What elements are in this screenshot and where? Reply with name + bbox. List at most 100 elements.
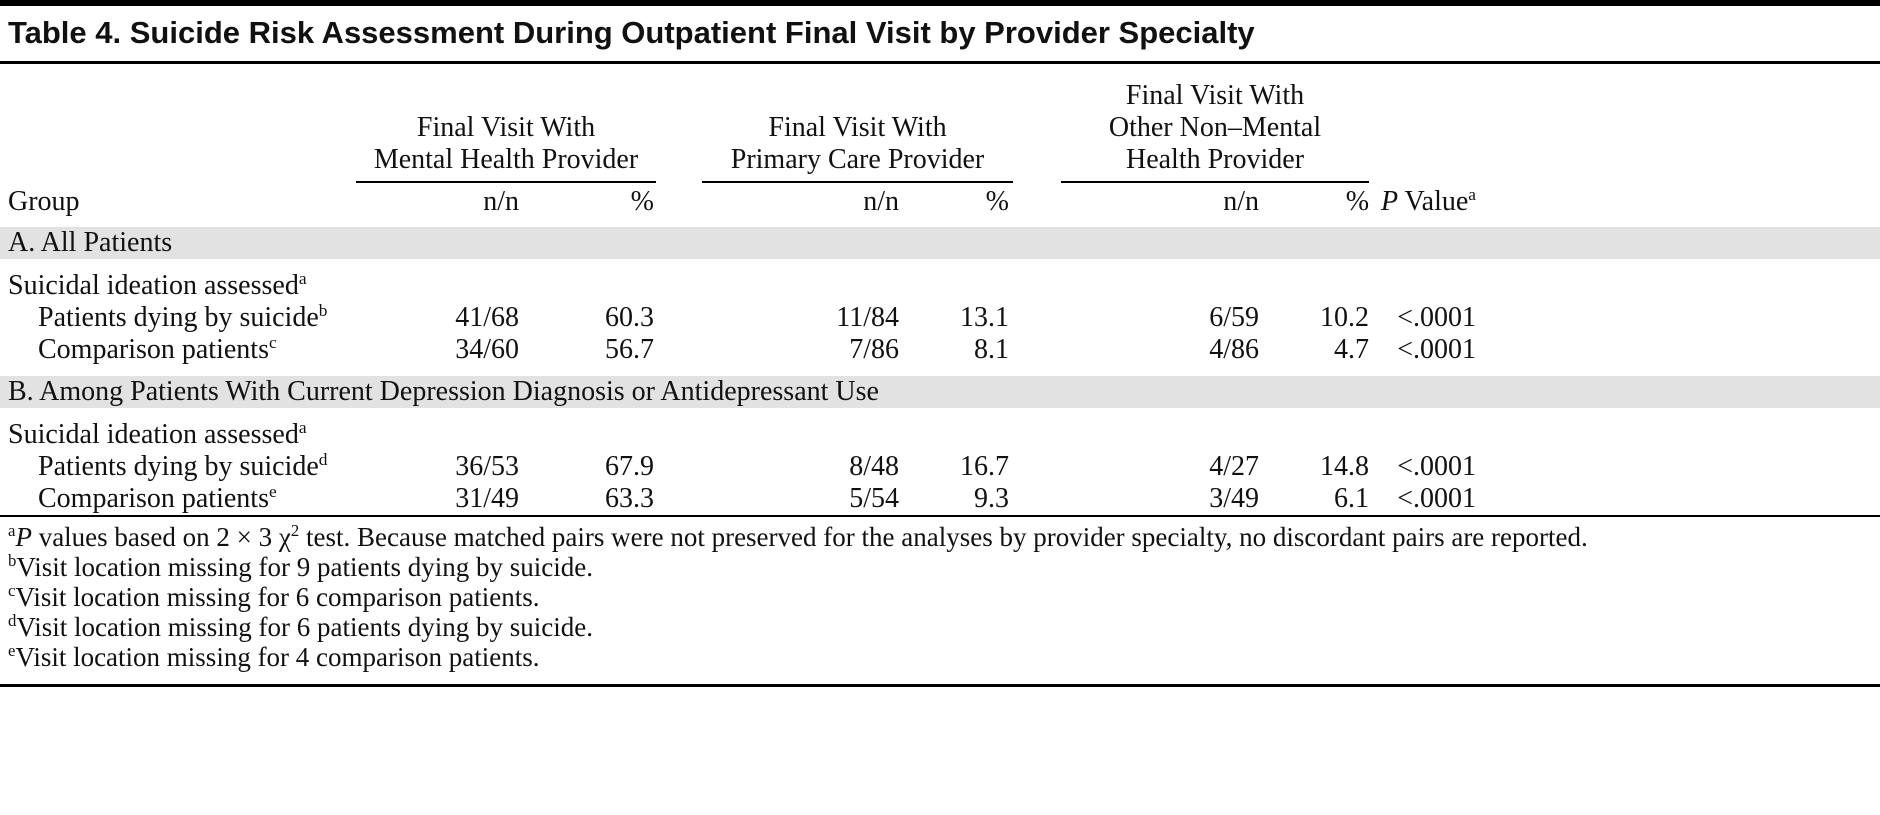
assessed-label-b: Suicidal ideation assesseda bbox=[0, 410, 1880, 451]
section-a-row: A. All Patients bbox=[0, 223, 1880, 263]
footnote-a-text-1: values based on 2 × 3 χ bbox=[31, 521, 291, 552]
assessed-row-b: Suicidal ideation assesseda bbox=[0, 410, 1880, 451]
p-value-header-spacer bbox=[1375, 64, 1490, 183]
top-rule bbox=[0, 0, 1880, 6]
footnote-e-sup: e bbox=[8, 641, 16, 661]
other-nn-header: n/n bbox=[1015, 183, 1265, 226]
footnote-c: cVisit location missing for 6 comparison… bbox=[8, 582, 1872, 612]
footnote-a: aP values based on 2 × 3 χ2 test. Becaus… bbox=[8, 522, 1628, 552]
mh-pct-header: % bbox=[525, 183, 660, 226]
cell: 3/49 bbox=[1209, 482, 1259, 514]
mh-nn-header: n/n bbox=[350, 183, 525, 226]
cell: 63.3 bbox=[605, 482, 654, 514]
row-label-text: Comparison patients bbox=[38, 482, 269, 514]
sub-header-row: Group n/n % n/n % n/n % P Valuea bbox=[0, 183, 1880, 226]
right-spacer bbox=[1490, 451, 1880, 483]
cell: 8/48 bbox=[849, 450, 899, 482]
cell-p-value: <.0001 bbox=[1397, 450, 1477, 482]
cell-p-value: <.0001 bbox=[1397, 333, 1477, 365]
assessed-sup: a bbox=[298, 268, 307, 288]
cell: 4/86 bbox=[1209, 333, 1259, 365]
row-label: Patients dying by suicided bbox=[0, 451, 350, 483]
assessed-label-a: Suicidal ideation assesseda bbox=[0, 261, 1880, 302]
row-label-sup: c bbox=[268, 332, 277, 352]
data-table: Final Visit With Mental Health Provider … bbox=[0, 64, 1880, 515]
cell: 36/53 bbox=[455, 450, 519, 482]
cell: 16.7 bbox=[960, 450, 1009, 482]
section-b-label: B. Among Patients With Current Depressio… bbox=[0, 365, 1880, 412]
group-column-header: Group bbox=[0, 183, 350, 226]
footnote-c-sup: c bbox=[8, 581, 16, 601]
col-group-3-line-1: Final Visit With bbox=[1125, 80, 1305, 111]
pc-pct-header: % bbox=[905, 183, 1015, 226]
col-group-3-line-2: Other Non–Mental bbox=[1108, 112, 1322, 143]
cell: 7/86 bbox=[849, 333, 899, 365]
cell: 9.3 bbox=[974, 482, 1009, 514]
right-spacer bbox=[1490, 64, 1880, 183]
p-value-italic: P bbox=[1380, 185, 1399, 217]
footnote-c-text: Visit location missing for 6 comparison … bbox=[15, 581, 540, 612]
p-value-sup: a bbox=[1468, 184, 1477, 204]
cell: 14.8 bbox=[1320, 450, 1370, 482]
cell: 6.1 bbox=[1334, 482, 1370, 514]
cell: 6/59 bbox=[1209, 301, 1259, 333]
cell: 67.9 bbox=[605, 450, 654, 482]
p-value-header: P Valuea bbox=[1375, 183, 1491, 226]
p-value-rest: Value bbox=[1398, 185, 1469, 217]
cell: 4/27 bbox=[1209, 450, 1259, 482]
footnote-a-italic-p: P bbox=[15, 521, 32, 552]
col-group-2-line-1: Final Visit With bbox=[768, 112, 947, 143]
assessed-text: Suicidal ideation assessed bbox=[8, 418, 299, 450]
col-group-1-line-2: Mental Health Provider bbox=[373, 144, 639, 175]
column-group-other-provider: Final Visit With Other Non–Mental Health… bbox=[1015, 64, 1375, 183]
col-group-3-line-3: Health Provider bbox=[1125, 144, 1305, 175]
cell: 60.3 bbox=[605, 301, 654, 333]
other-pct-header: % bbox=[1265, 183, 1376, 226]
footnote-e-text: Visit location missing for 4 comparison … bbox=[15, 641, 540, 672]
right-spacer bbox=[1490, 334, 1880, 371]
table-page: Table 4. Suicide Risk Assessment During … bbox=[0, 0, 1880, 687]
cell: 8.1 bbox=[974, 333, 1009, 365]
cell: 31/49 bbox=[455, 482, 519, 514]
cell: 4.7 bbox=[1334, 333, 1370, 365]
row-label-text: Patients dying by suicide bbox=[38, 301, 319, 333]
right-spacer bbox=[1490, 183, 1880, 226]
cell: 13.1 bbox=[960, 301, 1009, 333]
row-label: Patients dying by suicideb bbox=[0, 302, 350, 334]
footnote-d-text: Visit location missing for 6 patients dy… bbox=[16, 611, 593, 642]
row-label: Comparison patientsc bbox=[0, 334, 350, 371]
footnotes: aP values based on 2 × 3 χ2 test. Becaus… bbox=[0, 514, 1880, 687]
cell: 41/68 bbox=[455, 301, 519, 333]
col-group-2-line-2: Primary Care Provider bbox=[730, 144, 985, 175]
footnote-a-text-2: test. Because matched pairs were not pre… bbox=[299, 521, 1588, 552]
cell: 56.7 bbox=[605, 333, 654, 365]
column-group-primary-care: Final Visit With Primary Care Provider bbox=[660, 64, 1015, 183]
table-title: Table 4. Suicide Risk Assessment During … bbox=[0, 6, 1880, 64]
footnote-b: bVisit location missing for 9 patients d… bbox=[8, 552, 1872, 582]
row-label: Comparison patientse bbox=[0, 483, 350, 515]
column-group-header-row: Final Visit With Mental Health Provider … bbox=[0, 64, 1880, 183]
row-comparison-a: Comparison patientsc 34/60 56.7 7/86 8.1… bbox=[0, 334, 1880, 371]
assessed-sup: a bbox=[298, 417, 307, 437]
row-patients-dying-b: Patients dying by suicided 36/53 67.9 8/… bbox=[0, 451, 1880, 483]
row-label-sup: d bbox=[318, 449, 328, 469]
cell: 10.2 bbox=[1320, 301, 1370, 333]
column-group-mental-health: Final Visit With Mental Health Provider bbox=[350, 64, 660, 183]
footnote-b-text: Visit location missing for 9 patients dy… bbox=[16, 551, 593, 582]
assessed-text: Suicidal ideation assessed bbox=[8, 269, 299, 301]
group-header-spacer bbox=[0, 64, 350, 183]
footnote-e: eVisit location missing for 4 comparison… bbox=[8, 642, 1872, 672]
cell: 5/54 bbox=[849, 482, 899, 514]
row-patients-dying-a: Patients dying by suicideb 41/68 60.3 11… bbox=[0, 302, 1880, 334]
row-comparison-b: Comparison patientse 31/49 63.3 5/54 9.3… bbox=[0, 483, 1880, 515]
footnote-a-chi-sup: 2 bbox=[290, 521, 300, 541]
section-a-label: A. All Patients bbox=[0, 223, 1880, 263]
col-group-1-line-1: Final Visit With bbox=[416, 112, 596, 143]
row-label-text: Comparison patients bbox=[38, 333, 269, 365]
footnote-b-sup: b bbox=[8, 551, 17, 571]
cell: 11/84 bbox=[836, 301, 899, 333]
cell-p-value: <.0001 bbox=[1397, 482, 1477, 514]
pc-nn-header: n/n bbox=[660, 183, 905, 226]
cell-p-value: <.0001 bbox=[1397, 301, 1477, 333]
cell: 34/60 bbox=[455, 333, 519, 365]
